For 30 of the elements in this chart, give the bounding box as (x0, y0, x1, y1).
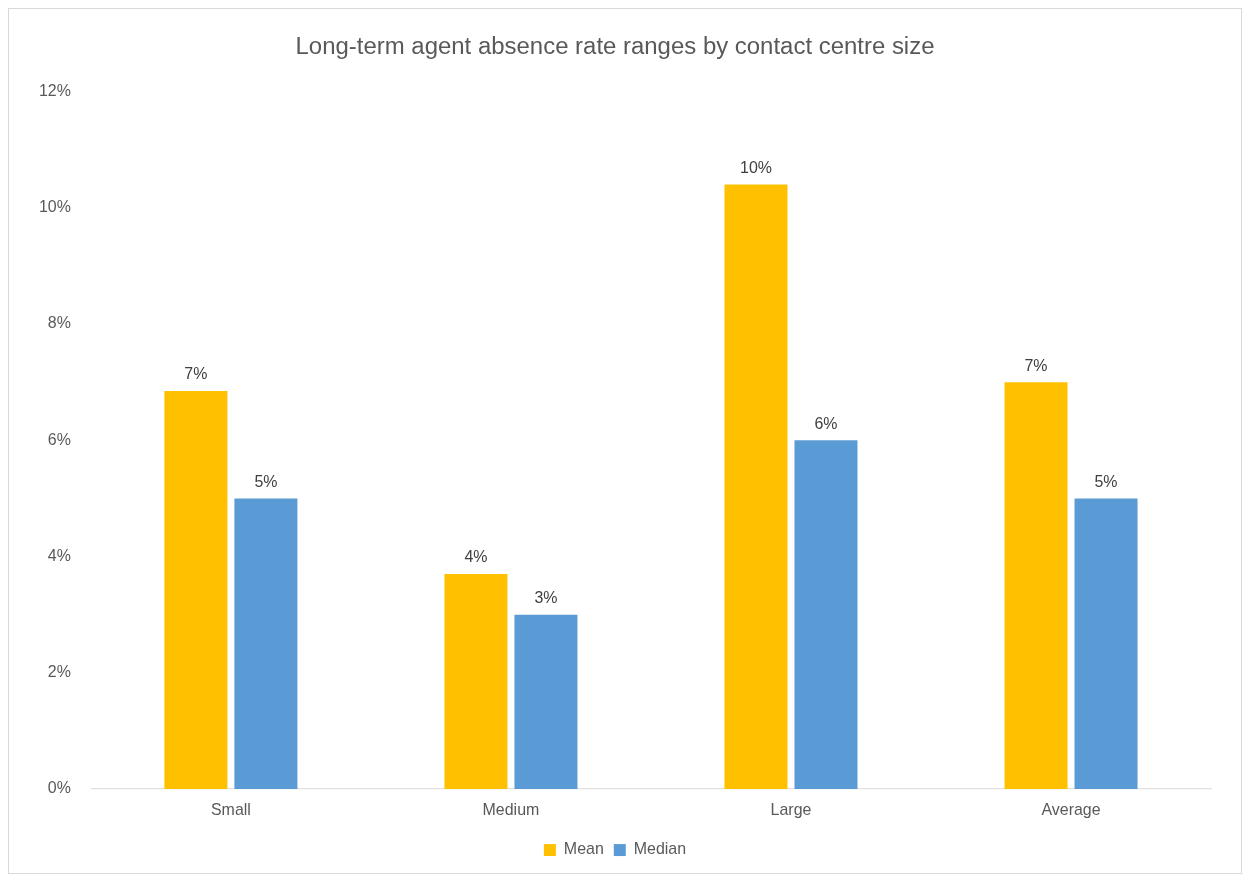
bar (164, 390, 228, 789)
y-tick-label: 6% (47, 430, 71, 448)
data-label: 6% (814, 414, 838, 432)
data-label: 5% (1094, 472, 1118, 490)
y-tick-label: 12% (38, 82, 71, 99)
bar (514, 614, 578, 789)
data-label: 5% (254, 472, 278, 490)
data-label: 10% (740, 159, 772, 177)
data-label: 4% (464, 548, 488, 566)
data-label: 3% (534, 589, 558, 607)
legend-label: Mean (563, 840, 604, 858)
y-tick-label: 10% (38, 198, 71, 216)
chart-title: Long-term agent absence rate ranges by contact centre size (295, 31, 935, 59)
y-tick-label: 0% (47, 779, 71, 797)
x-tick-label: Small (210, 800, 251, 818)
x-tick-label: Medium (482, 800, 540, 818)
bar (1074, 498, 1138, 789)
y-tick-label: 2% (47, 663, 71, 681)
x-tick-label: Average (1041, 800, 1101, 818)
bar (1004, 382, 1068, 789)
bar (794, 440, 858, 789)
bar (234, 498, 298, 789)
data-label: 7% (184, 365, 208, 383)
legend-label: Median (633, 840, 687, 858)
x-tick-label: Large (770, 800, 812, 818)
y-tick-label: 4% (47, 546, 71, 564)
bar (444, 573, 508, 789)
y-tick-label: 8% (47, 314, 71, 332)
bar (724, 184, 788, 789)
data-label: 7% (1024, 356, 1048, 374)
